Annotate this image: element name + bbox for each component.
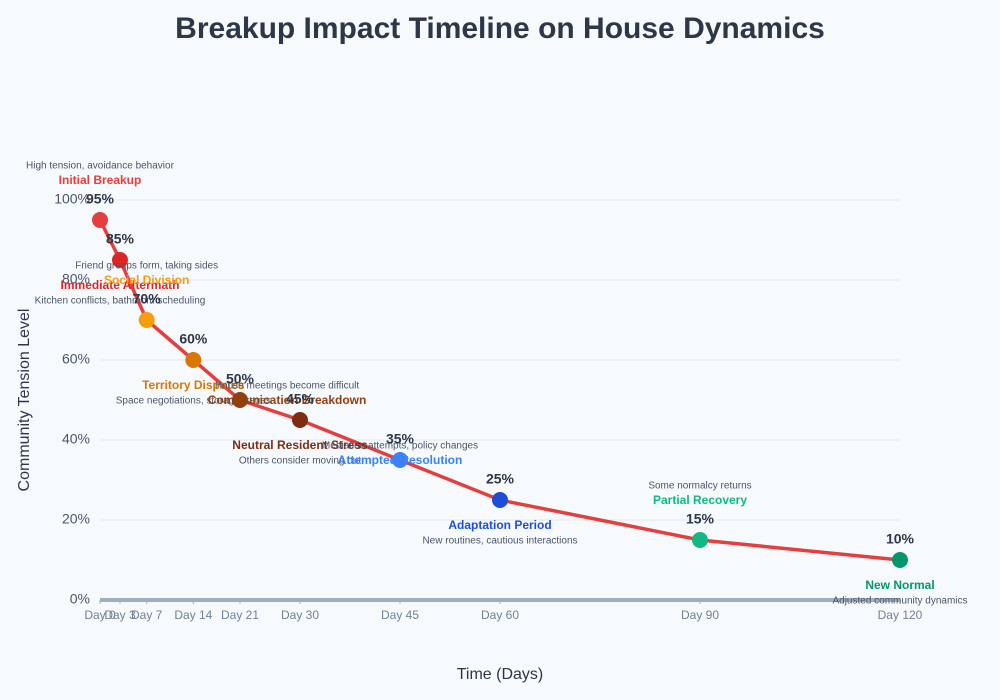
phase-description: Some normalcy returns [648,481,751,492]
y-tick-label: 0% [70,591,90,607]
phase-description: Adjusted community dynamics [832,596,967,607]
x-tick-label: Day 7 [131,608,163,622]
value-label: 35% [386,431,415,447]
data-point [92,212,108,228]
data-point [492,492,508,508]
phase-label: Adaptation Period [448,518,551,532]
x-tick-label: Day 90 [681,608,719,622]
x-tick-label: Day 3 [104,608,136,622]
phase-description: New routines, cautious interactions [422,536,577,547]
data-point [392,452,408,468]
phase-label: Immediate Aftermath [61,278,180,292]
y-tick-label: 20% [62,511,90,527]
x-tick-label: Day 60 [481,608,519,622]
phase-description: High tension, avoidance behavior [26,161,175,172]
value-label: 15% [686,511,715,527]
y-tick-label: 100% [54,191,90,207]
y-tick-label: 80% [62,271,90,287]
value-label: 50% [226,371,255,387]
phase-description: House meetings become difficult [215,381,360,392]
phase-description: Others consider moving out [239,456,362,467]
data-point [292,412,308,428]
value-label: 70% [133,291,162,307]
chart-title: Breakup Impact Timeline on House Dynamic… [175,12,825,45]
value-label: 95% [86,191,115,207]
value-label: 45% [286,391,315,407]
phase-label: Initial Breakup [59,173,142,187]
phase-description: Friend groups form, taking sides [75,261,218,272]
data-point [138,312,155,328]
data-point [232,392,248,408]
phase-label: Partial Recovery [653,493,747,507]
y-tick-label: 40% [62,431,90,447]
phase-label: New Normal [865,578,934,592]
x-tick-label: Day 45 [381,608,419,622]
y-axis-title: Community Tension Level [16,309,33,492]
phase-description: Mediation attempts, policy changes [322,441,478,452]
phase-description: Kitchen conflicts, bathroom scheduling [35,296,206,307]
phase-label: Attempted Resolution [338,453,463,467]
value-label: 85% [106,231,135,247]
data-point [185,352,202,368]
data-point [692,532,708,548]
x-axis-title: Time (Days) [457,666,544,683]
phase-label: Social Division [104,273,189,287]
x-tick-label: Day 14 [174,608,212,622]
value-label: 10% [886,531,915,547]
x-tick-label: Day 0 [84,608,116,622]
x-tick-label: Day 21 [221,608,259,622]
phase-label: Territory Disputes [142,378,245,392]
x-tick-label: Day 120 [878,608,923,622]
value-label: 60% [179,331,208,347]
data-point [112,252,128,268]
phase-label: Neutral Resident Stress [232,438,368,452]
phase-label: Communication Breakdown [208,393,367,407]
x-tick-label: Day 30 [281,608,319,622]
phase-description: Space negotiations, storage issues [116,396,271,407]
data-point [892,552,908,568]
tension-line [98,219,901,562]
value-label: 25% [486,471,515,487]
y-tick-label: 60% [62,351,90,367]
